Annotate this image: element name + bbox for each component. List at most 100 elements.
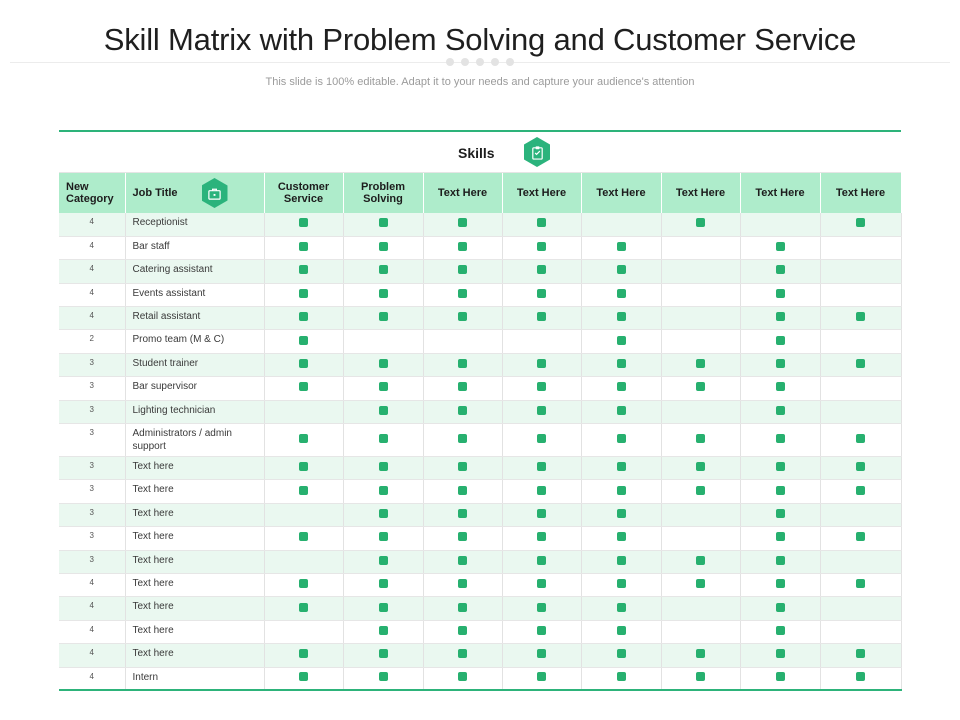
skill-cell [264, 353, 344, 378]
skill-cell [343, 620, 424, 645]
skill-cell [581, 283, 662, 308]
skill-cell [423, 329, 503, 354]
column-header-skill: Text Here [820, 173, 902, 213]
skill-cell [343, 643, 424, 668]
skill-check-mark [775, 649, 785, 659]
skill-cell [423, 526, 503, 551]
job-title-cell: Text here [125, 550, 265, 574]
skill-check-mark [616, 382, 626, 392]
job-title-cell: Administrators / admin support [125, 423, 265, 458]
skill-check-mark [537, 532, 546, 542]
skill-check-mark [537, 602, 546, 612]
skill-matrix: Skills New Category Job Title Customer S… [59, 130, 902, 692]
skill-check-mark [458, 649, 467, 659]
category-cell: 4 [59, 306, 126, 331]
skill-cell [264, 213, 344, 237]
skill-cell [820, 503, 902, 528]
skill-check-mark [616, 462, 626, 472]
skill-check-mark [299, 335, 308, 345]
skill-cell [264, 376, 344, 401]
skill-cell [264, 236, 344, 261]
skill-cell [740, 643, 821, 668]
skill-cell [264, 667, 344, 692]
skill-check-mark [458, 625, 467, 635]
skill-cell [581, 213, 662, 237]
skill-cell [264, 259, 344, 284]
category-cell: 3 [59, 400, 126, 425]
skill-cell [343, 550, 424, 574]
skill-check-mark [458, 405, 467, 415]
skill-check-mark [696, 462, 705, 472]
skill-cell [423, 643, 503, 668]
column-header-skill: Text Here [502, 173, 582, 213]
skill-cell [343, 259, 424, 284]
skill-cell [423, 550, 503, 574]
skill-check-mark [775, 405, 785, 415]
skill-cell [264, 479, 344, 504]
skill-check-mark [616, 359, 626, 369]
skill-cell [661, 479, 741, 504]
category-cell: 3 [59, 376, 126, 401]
job-title-label: Job Title [132, 187, 178, 199]
skill-cell [581, 259, 662, 284]
skill-cell [661, 423, 741, 458]
table-row: 4 Receptionist [59, 213, 902, 237]
header-row: New Category Job Title Customer Service … [59, 173, 902, 213]
job-title-cell: Text here [125, 456, 265, 481]
skill-cell [502, 456, 582, 481]
skill-cell [423, 283, 503, 308]
slide-subtitle: This slide is 100% editable. Adapt it to… [265, 76, 695, 88]
skill-cell [264, 620, 344, 645]
skill-cell [264, 329, 344, 354]
skill-cell [502, 400, 582, 425]
skill-cell [740, 353, 821, 378]
skill-cell [581, 329, 662, 354]
skill-cell [661, 213, 741, 237]
category-cell: 4 [59, 573, 126, 598]
skill-check-mark [537, 485, 546, 495]
job-title-cell: Bar supervisor [125, 376, 265, 401]
skill-cell [581, 596, 662, 621]
skill-cell [740, 283, 821, 308]
skill-cell [820, 620, 902, 645]
skill-cell [264, 400, 344, 425]
skill-check-mark [537, 359, 546, 369]
skill-check-mark [775, 485, 785, 495]
skill-check-mark [775, 382, 785, 392]
skill-cell [740, 306, 821, 331]
clipboard-icon [524, 137, 550, 167]
skill-cell [740, 213, 821, 237]
skill-check-mark [458, 579, 467, 589]
job-title-cell: Receptionist [125, 213, 265, 237]
skill-cell [343, 503, 424, 528]
skill-cell [740, 479, 821, 504]
skill-cell [820, 423, 902, 458]
job-title-cell: Promo team (M & C) [125, 329, 265, 354]
column-header-job-title: Job Title [125, 173, 265, 213]
skill-cell [264, 306, 344, 331]
skill-check-mark [537, 462, 546, 472]
skill-check-mark [458, 462, 467, 472]
job-title-cell: Text here [125, 573, 265, 598]
skill-check-mark [775, 434, 785, 444]
table-row: 3 Text here [59, 503, 902, 528]
skill-cell [423, 573, 503, 598]
skill-cell [820, 353, 902, 378]
skill-check-mark [537, 672, 546, 682]
skill-cell [820, 259, 902, 284]
skill-cell [661, 236, 741, 261]
job-title-cell: Bar staff [125, 236, 265, 261]
skill-cell [423, 376, 503, 401]
skill-cell [502, 479, 582, 504]
skill-check-mark [378, 649, 388, 659]
skill-cell [740, 376, 821, 401]
skill-cell [820, 596, 902, 621]
skill-check-mark [696, 579, 705, 589]
skill-cell [423, 596, 503, 621]
table-row: 3 Bar supervisor [59, 376, 902, 401]
skill-check-mark [299, 434, 308, 444]
skill-cell [740, 503, 821, 528]
skill-cell [661, 596, 741, 621]
skill-check-mark [856, 672, 865, 682]
skill-cell [581, 550, 662, 574]
